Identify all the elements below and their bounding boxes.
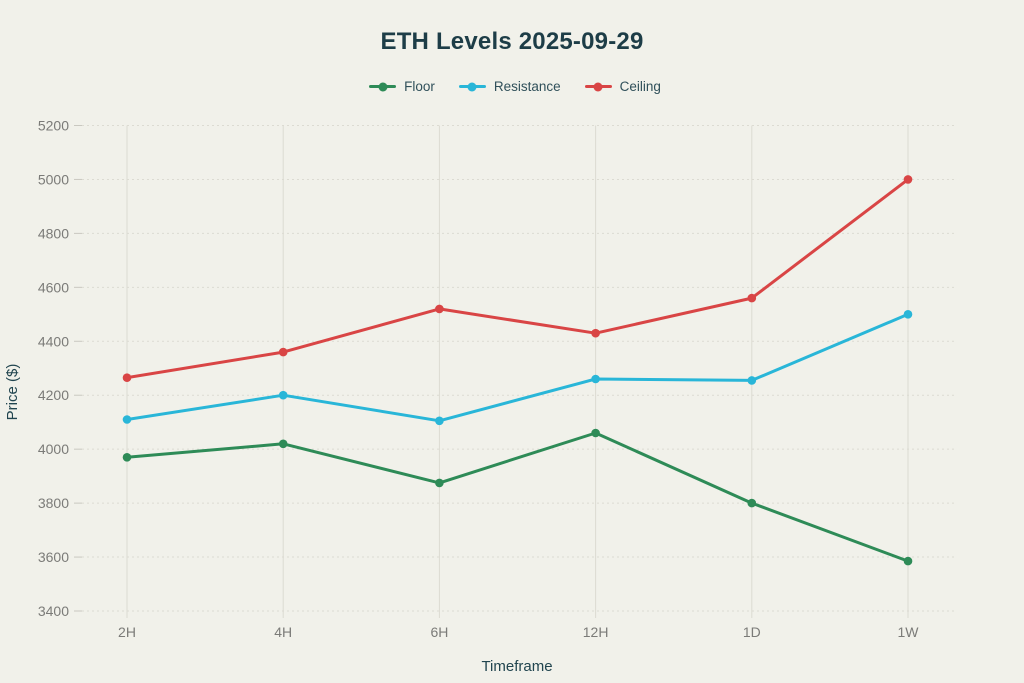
point-floor-1W	[903, 556, 913, 566]
point-resistance-6H	[435, 416, 444, 426]
point-ceiling-4H	[278, 347, 288, 357]
x-tick-label: 12H	[583, 624, 609, 640]
series-layer	[122, 175, 913, 566]
y-tick-label: 5000	[38, 171, 69, 187]
point-resistance-1W	[903, 310, 913, 319]
series-ceiling-line	[125, 177, 910, 380]
y-tick-label: 4800	[38, 225, 69, 241]
y-tick-label: 5200	[38, 118, 69, 134]
point-ceiling-2H	[122, 373, 132, 383]
x-tick-label: 2H	[118, 624, 136, 640]
series-floor-line	[125, 431, 910, 563]
point-ceiling-6H	[435, 304, 444, 314]
y-tick-label: 3400	[38, 603, 69, 619]
x-tick-label: 6H	[430, 624, 448, 640]
y-tick-label: 3800	[38, 495, 69, 511]
legend-item-resistance: Resistance	[458, 79, 561, 94]
point-ceiling-1W	[903, 175, 913, 184]
legend-label: Ceiling	[619, 79, 661, 94]
point-resistance-2H	[122, 415, 132, 424]
legend-marker-icon	[369, 82, 397, 91]
legend-label: Floor	[404, 79, 435, 94]
y-axis-title: Price ($)	[4, 364, 21, 421]
legend-marker-icon	[584, 82, 612, 91]
y-tick-label: 4200	[38, 387, 69, 403]
y-tick-label: 4400	[38, 333, 69, 349]
point-floor-12H	[591, 428, 600, 438]
point-floor-6H	[435, 478, 444, 488]
point-floor-2H	[122, 453, 132, 462]
legend-item-ceiling: Ceiling	[584, 79, 661, 94]
tick-label-layer: 3400 3600 3800 4000 4200 4400 4600 4800 5000 5200…	[38, 118, 919, 641]
point-resistance-12H	[591, 374, 600, 384]
x-tick-label: 1D	[743, 624, 761, 640]
legend-marker-icon	[458, 82, 486, 91]
legend-item-floor: Floor	[369, 79, 435, 94]
y-tick-label: 3600	[38, 549, 69, 565]
x-tick-label: 1W	[898, 624, 920, 640]
point-floor-4H	[278, 439, 288, 449]
point-floor-1D	[747, 498, 757, 508]
legend-label: Resistance	[493, 79, 561, 94]
point-resistance-1D	[747, 376, 757, 385]
grid-layer	[74, 125, 955, 618]
chart-title: ETH Levels 2025-09-29	[380, 28, 644, 55]
x-tick-label: 4H	[274, 624, 292, 640]
point-ceiling-12H	[591, 328, 600, 338]
point-resistance-4H	[278, 390, 288, 400]
x-axis-title: Timeframe	[481, 658, 552, 675]
chart-legend: Floor Resistance Ceiling	[6, 79, 1024, 94]
y-tick-label: 4000	[38, 441, 69, 457]
series-resistance-line	[125, 312, 910, 423]
point-ceiling-1D	[747, 293, 757, 303]
y-tick-label: 4600	[38, 279, 69, 295]
